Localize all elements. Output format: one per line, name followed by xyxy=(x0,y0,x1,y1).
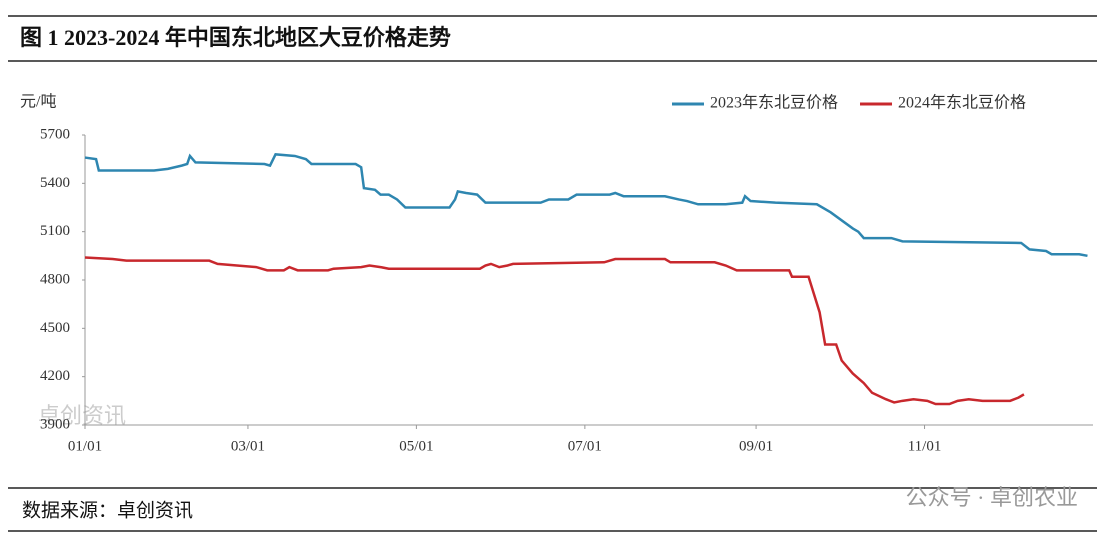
legend-label: 2024年东北豆价格 xyxy=(898,94,1026,112)
legend: 2023年东北豆价格 2024年东北豆价格 xyxy=(672,94,1026,112)
chart-title: 图 1 2023-2024 年中国东北地区大豆价格走势 xyxy=(20,25,451,50)
series-line xyxy=(84,153,1088,258)
source: 数据来源：卓创资讯 xyxy=(22,499,193,521)
x-tick-label: 05/01 xyxy=(399,438,433,454)
x-tick-label: 03/01 xyxy=(231,438,265,454)
legend-label: 2023年东北豆价格 xyxy=(710,94,838,112)
x-tick-label: 01/01 xyxy=(68,438,102,454)
y-tick-label: 4500 xyxy=(40,320,70,336)
y-tick-label: 5400 xyxy=(40,175,70,191)
watermark: 卓创资讯 xyxy=(38,403,126,428)
y-tick-label: 4200 xyxy=(40,368,70,384)
x-tick-label: 11/01 xyxy=(908,438,942,454)
y-tick-label: 5100 xyxy=(40,223,70,239)
y-tick-label: 3900 xyxy=(40,416,70,432)
y-tick-label: 5700 xyxy=(40,126,70,142)
x-tick-label: 07/01 xyxy=(568,438,602,454)
watermark: 公众号 · 卓创农业 xyxy=(906,485,1078,510)
series-line xyxy=(84,256,1025,406)
y-tick-label: 4800 xyxy=(40,271,70,287)
x-tick-label: 09/01 xyxy=(739,438,773,454)
y-axis-label: 元/吨 xyxy=(20,93,56,111)
